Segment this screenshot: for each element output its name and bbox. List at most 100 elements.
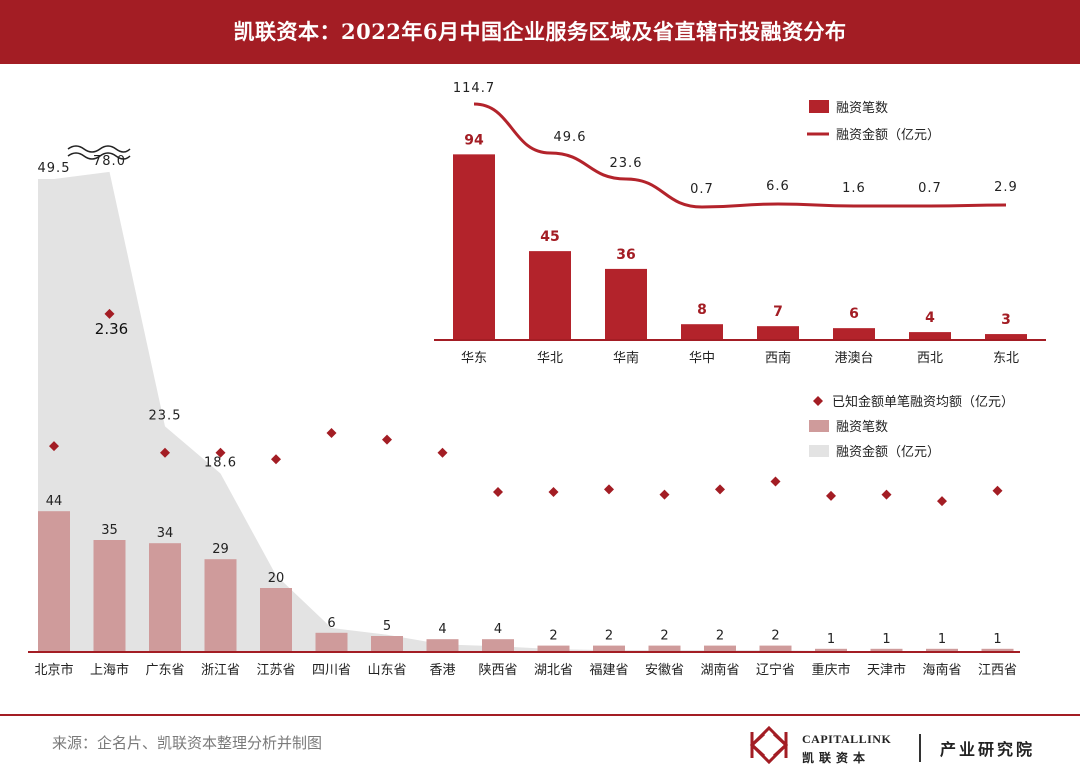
avg-amount-marker	[826, 490, 836, 501]
x-tick-label: 福建省	[589, 663, 628, 678]
bar-value-label: 4	[438, 622, 446, 637]
x-tick-label: 天津市	[867, 662, 906, 678]
region-bar	[909, 332, 951, 340]
page-title: 凯联资本：2022年6月中国企业服务区域及省直辖市投融资分布	[233, 19, 847, 44]
bar-value-label: 1	[827, 632, 835, 647]
bar-value-label: 1	[938, 632, 946, 647]
region-bar-label: 94	[464, 132, 484, 148]
legend-region-amount-label: 融资金额（亿元）	[836, 127, 940, 143]
province-bar	[260, 588, 292, 652]
bar-value-label: 34	[157, 526, 174, 541]
inset-x-tick-label: 华南	[613, 350, 639, 366]
inset-x-tick-label: 华中	[689, 351, 715, 366]
amount-area	[38, 171, 1014, 652]
line-value-label: 0.7	[918, 181, 942, 196]
avg-amount-marker	[104, 308, 115, 319]
province-bar	[593, 645, 625, 652]
province-bar	[93, 540, 126, 652]
region-bar-label: 36	[616, 247, 635, 263]
bar-value-label: 5	[383, 619, 391, 634]
bar-value-label: 44	[46, 494, 63, 509]
province-bar	[759, 645, 792, 652]
line-value-label: 114.7	[453, 81, 495, 96]
inset-x-tick-label: 华北	[537, 351, 563, 366]
area-value-label: 78.0	[93, 154, 126, 169]
region-inset-chart: 94 45 36 8 7 6 4 3 114.7 49.6 23.6 0.7 6.6 1.6 0.7 2.9 华…	[434, 81, 1046, 366]
province-bar	[38, 511, 70, 652]
inset-x-tick-label: 西北	[917, 351, 943, 366]
avg-amount-marker	[215, 447, 226, 458]
footer-divider	[0, 714, 1080, 716]
bar-value-label: 2	[660, 629, 668, 644]
x-tick-label: 陕西省	[478, 663, 517, 678]
legend-avg-marker	[813, 396, 823, 406]
x-tick-label: 山东省	[367, 663, 406, 678]
province-bar	[870, 648, 903, 652]
legend-amount-label: 融资金额（亿元）	[836, 444, 940, 460]
avg-amount-marker	[604, 484, 614, 495]
brand-name-en: CAPITALLINK	[802, 732, 892, 746]
province-bar	[926, 648, 958, 652]
capitallink-logo	[749, 725, 789, 765]
region-bar-label: 45	[540, 229, 559, 245]
bar-value-label: 2	[605, 629, 613, 644]
avg-amount-marker	[493, 487, 503, 497]
avg-amount-marker	[992, 485, 1003, 496]
x-tick-label: 江苏省	[256, 662, 295, 678]
line-value-label: 49.6	[554, 130, 587, 145]
bar-value-label: 1	[993, 632, 1001, 647]
avg-amount-marker	[937, 496, 947, 507]
line-value-label: 1.6	[842, 181, 866, 196]
inset-x-tick-label: 东北	[993, 351, 1019, 366]
region-bar	[833, 328, 875, 340]
province-bar	[981, 648, 1014, 652]
legend-count-label: 融资笔数	[836, 419, 888, 435]
area-value-label: 23.5	[149, 408, 182, 423]
avg-amount-marker	[715, 484, 725, 495]
line-value-label: 23.6	[610, 156, 643, 171]
bar-value-label: 20	[268, 571, 285, 586]
source-note: 来源：企名片、凯联资本整理分析并制图	[52, 734, 323, 752]
inset-x-tick-label: 港澳台	[834, 350, 873, 366]
x-tick-label: 辽宁省	[756, 662, 795, 678]
institute-name: 产业研究院	[940, 740, 1036, 759]
province-bar	[648, 645, 681, 652]
x-tick-label: 上海市	[90, 662, 129, 678]
province-bar	[149, 543, 181, 652]
province-bar	[426, 639, 459, 652]
province-bar	[704, 645, 736, 652]
region-bar-label: 6	[849, 306, 859, 322]
province-bar	[315, 632, 348, 652]
bar-value-label: 2	[549, 629, 557, 644]
province-bar	[371, 636, 403, 652]
legend-region-count-swatch	[809, 100, 829, 113]
region-bar	[985, 334, 1027, 340]
x-tick-label: 浙江省	[201, 663, 240, 678]
legend-avg-label: 已知金额单笔融资均额（亿元）	[832, 394, 1014, 410]
bar-value-label: 1	[882, 632, 890, 647]
axis-break-line	[67, 152, 131, 160]
region-bar	[681, 324, 723, 340]
x-tick-label: 湖南省	[700, 662, 739, 678]
x-tick-label: 四川省	[312, 663, 351, 678]
line-value-label: 2.9	[994, 180, 1018, 195]
avg-amount-marker	[160, 447, 170, 458]
province-bar	[537, 645, 570, 652]
line-value-label: 0.7	[690, 182, 714, 197]
x-tick-label: 海南省	[922, 662, 961, 678]
inset-x-tick-label: 西南	[765, 350, 791, 366]
bar-value-label: 2	[716, 629, 724, 644]
province-bar	[204, 559, 237, 652]
x-tick-label: 香港	[429, 663, 455, 678]
avg-amount-marker	[548, 487, 559, 497]
legend-amount-swatch	[809, 445, 829, 457]
region-bar	[757, 326, 799, 340]
avg-amount-marker	[326, 428, 337, 439]
amount-line	[473, 102, 1007, 209]
region-bar-label: 4	[925, 310, 935, 326]
line-value-label: 6.6	[766, 179, 790, 194]
region-bar-label: 8	[697, 302, 707, 318]
x-tick-label: 安徽省	[645, 663, 684, 678]
